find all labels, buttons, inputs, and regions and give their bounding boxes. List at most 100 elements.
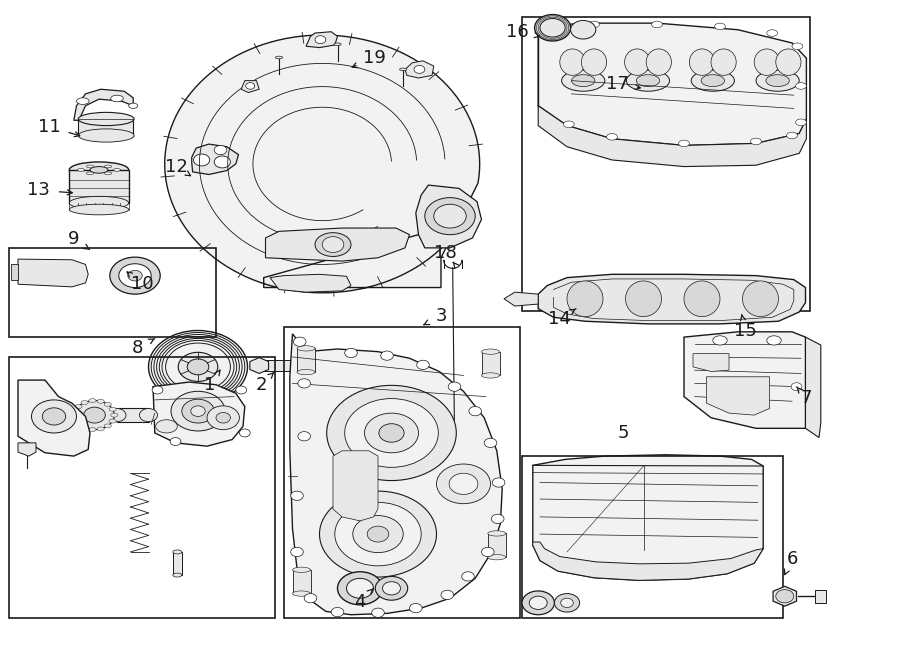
Text: 4: 4 [355,592,365,611]
Ellipse shape [346,578,374,598]
Ellipse shape [275,56,283,59]
Polygon shape [482,352,500,375]
Ellipse shape [214,145,227,155]
Ellipse shape [417,360,429,369]
Ellipse shape [152,386,163,394]
Ellipse shape [767,30,778,36]
Ellipse shape [97,427,104,431]
Ellipse shape [776,49,801,75]
Ellipse shape [626,70,670,91]
Ellipse shape [90,167,108,173]
Ellipse shape [81,401,88,405]
Polygon shape [538,106,806,167]
Ellipse shape [400,68,407,71]
Ellipse shape [207,406,239,430]
Ellipse shape [626,281,662,317]
Ellipse shape [194,154,210,166]
Polygon shape [814,590,826,603]
Ellipse shape [156,420,177,433]
Ellipse shape [484,438,497,447]
Ellipse shape [535,15,571,41]
Ellipse shape [713,336,727,345]
Ellipse shape [216,412,230,423]
Ellipse shape [104,403,112,407]
Ellipse shape [691,70,734,91]
Ellipse shape [767,336,781,345]
Ellipse shape [364,413,418,453]
Ellipse shape [491,514,504,524]
Ellipse shape [796,119,806,126]
Ellipse shape [560,49,585,75]
Ellipse shape [322,237,344,253]
Ellipse shape [297,346,315,351]
Ellipse shape [182,399,214,423]
Ellipse shape [110,257,160,294]
Polygon shape [153,382,245,446]
Ellipse shape [291,547,303,557]
Ellipse shape [236,386,247,394]
Ellipse shape [119,264,151,288]
Ellipse shape [754,49,779,75]
Polygon shape [538,23,806,145]
Ellipse shape [684,281,720,317]
Bar [9,248,216,337]
Ellipse shape [751,138,761,145]
Ellipse shape [436,464,491,504]
Ellipse shape [76,98,89,104]
Polygon shape [292,570,310,594]
Ellipse shape [652,21,662,28]
Ellipse shape [776,590,794,603]
Ellipse shape [298,379,310,388]
Ellipse shape [334,43,341,46]
Ellipse shape [434,204,466,228]
Ellipse shape [292,567,310,572]
Ellipse shape [84,407,105,423]
Text: 14: 14 [548,309,572,328]
Polygon shape [684,332,806,428]
Ellipse shape [173,573,182,577]
Ellipse shape [756,70,799,91]
Polygon shape [18,443,36,456]
Text: 18: 18 [434,244,457,262]
Ellipse shape [448,382,461,391]
Bar [522,17,810,311]
Ellipse shape [239,429,250,437]
Ellipse shape [379,424,404,442]
Ellipse shape [327,385,456,481]
Ellipse shape [482,373,500,378]
Ellipse shape [104,172,112,175]
Ellipse shape [410,603,422,613]
Ellipse shape [449,473,478,494]
Ellipse shape [589,21,599,28]
Polygon shape [405,61,434,78]
Ellipse shape [113,169,121,171]
Ellipse shape [148,330,248,403]
Ellipse shape [345,348,357,358]
Ellipse shape [561,598,573,607]
Polygon shape [333,451,378,521]
Ellipse shape [492,478,505,487]
Ellipse shape [482,547,494,557]
Ellipse shape [178,352,218,381]
Ellipse shape [81,426,88,430]
Ellipse shape [298,432,310,441]
Polygon shape [488,533,506,557]
Ellipse shape [522,591,554,615]
Ellipse shape [338,572,382,605]
Ellipse shape [111,95,123,102]
Ellipse shape [104,424,112,428]
Ellipse shape [742,281,778,317]
Text: 19: 19 [363,49,386,67]
Ellipse shape [488,531,506,536]
Ellipse shape [315,233,351,256]
Ellipse shape [689,49,715,75]
Text: 3: 3 [436,307,446,325]
Ellipse shape [353,516,403,553]
Ellipse shape [563,121,574,128]
Ellipse shape [297,369,315,375]
Ellipse shape [77,169,85,171]
Text: 10: 10 [130,275,154,293]
Ellipse shape [71,410,78,414]
Bar [522,456,783,618]
Ellipse shape [104,165,112,168]
